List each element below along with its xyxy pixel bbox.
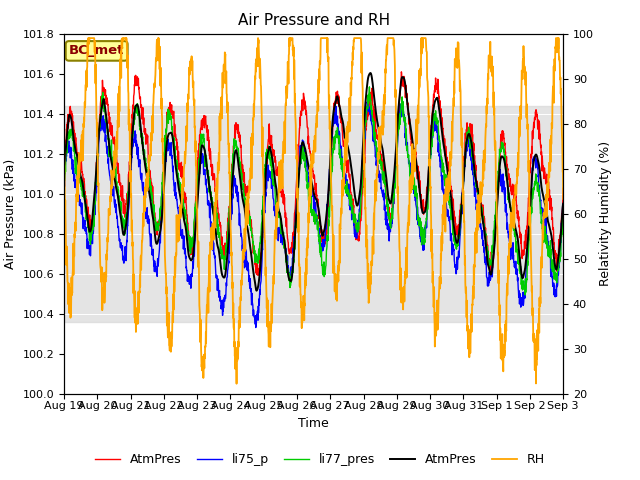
X-axis label: Time: Time bbox=[298, 417, 329, 430]
Y-axis label: Relativity Humidity (%): Relativity Humidity (%) bbox=[600, 141, 612, 286]
Text: BC_met: BC_met bbox=[69, 44, 124, 58]
Y-axis label: Air Pressure (kPa): Air Pressure (kPa) bbox=[4, 158, 17, 269]
Title: Air Pressure and RH: Air Pressure and RH bbox=[237, 13, 390, 28]
Legend: AtmPres, li75_p, li77_pres, AtmPres, RH: AtmPres, li75_p, li77_pres, AtmPres, RH bbox=[90, 448, 550, 471]
Bar bbox=[64, 106, 563, 322]
